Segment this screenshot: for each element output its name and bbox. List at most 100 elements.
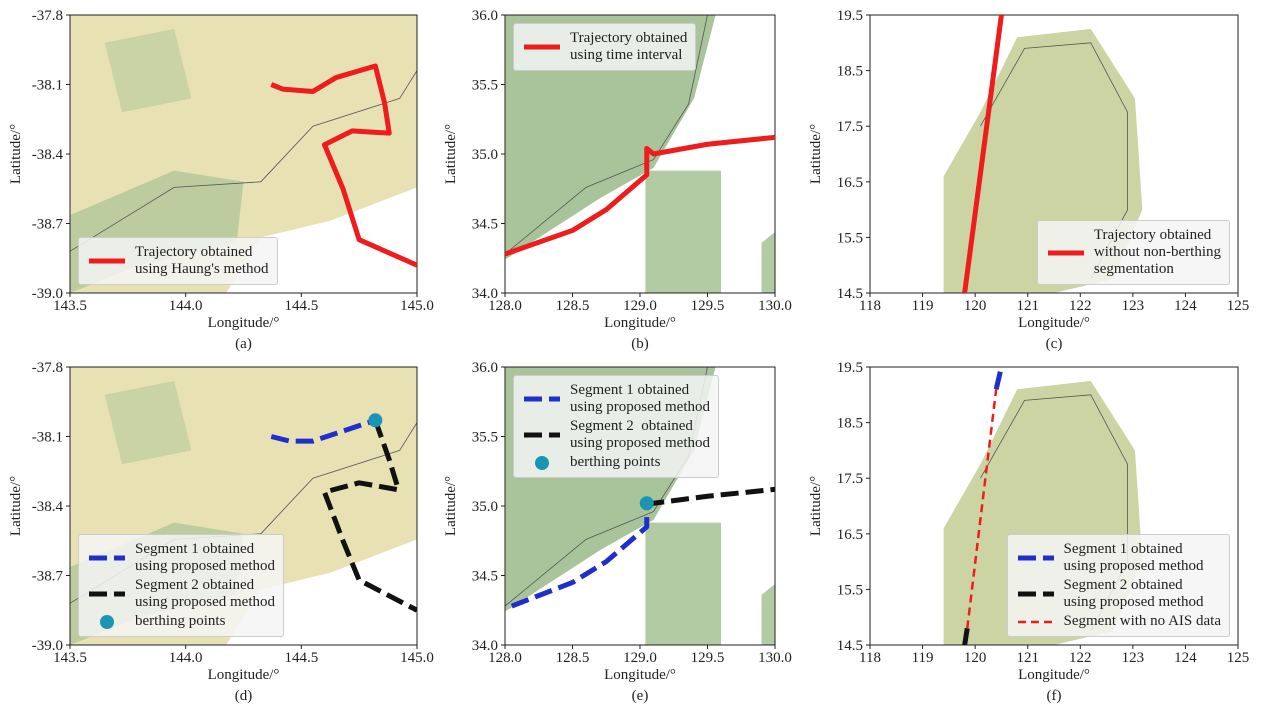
- y-tick-label: 17.5: [837, 119, 863, 135]
- y-axis-label: Latitude/°: [8, 124, 24, 184]
- y-tick-label: 34.0: [472, 286, 498, 302]
- legend-label: berthing points: [135, 613, 225, 630]
- x-tick-label: 129.0: [623, 650, 657, 666]
- legend-entry: Trajectory obtained using time interval: [522, 30, 687, 64]
- y-tick-label: -37.8: [32, 360, 63, 376]
- caption: (d): [235, 688, 253, 704]
- x-tick-label: 145.0: [400, 298, 434, 314]
- y-axis-label: Latitude/°: [8, 476, 24, 536]
- berthing-point: [368, 413, 382, 427]
- x-tick-label: 129.0: [623, 298, 657, 314]
- y-axis-label: Latitude/°: [443, 476, 459, 536]
- legend-entry: Segment 1 obtained using proposed method: [87, 541, 275, 575]
- caption: (e): [632, 688, 649, 704]
- x-tick-label: 125: [1227, 650, 1250, 666]
- y-axis-label: Latitude/°: [443, 124, 459, 184]
- y-tick-label: -38.1: [32, 78, 63, 94]
- y-tick-label: 14.5: [837, 286, 863, 302]
- legend-label: Segment 1 obtained using proposed method: [1064, 541, 1204, 575]
- y-tick-label: 19.5: [837, 8, 863, 24]
- land: [645, 171, 721, 293]
- y-tick-label: 19.5: [837, 360, 863, 376]
- y-tick-label: -38.4: [32, 147, 64, 163]
- x-tick-label: 144.0: [169, 650, 203, 666]
- y-tick-label: -39.0: [32, 286, 63, 302]
- legend-label: berthing points: [570, 454, 660, 471]
- y-tick-label: 35.5: [472, 430, 498, 446]
- y-tick-label: 34.5: [472, 217, 498, 233]
- legend-swatch: [1046, 246, 1086, 260]
- legend-swatch: [1016, 615, 1056, 629]
- y-tick-label: -39.0: [32, 638, 63, 654]
- legend: Segment 1 obtained using proposed method…: [513, 375, 719, 478]
- x-tick-label: 130.0: [758, 650, 792, 666]
- y-tick-label: 18.5: [837, 416, 863, 432]
- page: 143.5144.0144.5145.0-39.0-38.7-38.4-38.1…: [0, 0, 1266, 710]
- y-tick-label: 35.5: [472, 78, 498, 94]
- legend-label: Segment 2 obtained using proposed method: [135, 577, 275, 611]
- legend-label: Segment 2 obtained using proposed method: [570, 418, 710, 452]
- x-tick-label: 123: [1122, 298, 1145, 314]
- legend-entry: Segment 1 obtained using proposed method: [1016, 541, 1222, 575]
- y-tick-label: 16.5: [837, 175, 863, 191]
- legend-swatch: [522, 456, 562, 470]
- x-tick-label: 130.0: [758, 298, 792, 314]
- y-tick-label: 17.5: [837, 471, 863, 487]
- caption: (c): [1046, 336, 1063, 352]
- x-tick-label: 122: [1069, 650, 1092, 666]
- legend-label: Trajectory obtained using time interval: [570, 30, 687, 64]
- subplot: 11811912012112212312412514.515.516.517.5…: [808, 360, 1249, 704]
- legend-label: Segment 1 obtained using proposed method: [135, 541, 275, 575]
- x-tick-label: 124: [1174, 650, 1197, 666]
- legend: Trajectory obtained without non-berthing…: [1037, 220, 1230, 285]
- legend-swatch: [522, 392, 562, 406]
- x-axis-label: Longitude/°: [208, 667, 280, 683]
- y-axis-label: Latitude/°: [808, 124, 824, 184]
- trajectory: [965, 628, 968, 645]
- legend-swatch: [87, 615, 127, 629]
- x-tick-label: 129.5: [691, 298, 725, 314]
- legend-marker: [535, 456, 549, 470]
- x-tick-label: 122: [1069, 298, 1092, 314]
- legend-swatch: [1016, 587, 1056, 601]
- legend: Segment 1 obtained using proposed method…: [1007, 534, 1231, 637]
- y-axis-label: Latitude/°: [808, 476, 824, 536]
- y-tick-label: 36.0: [472, 360, 498, 376]
- x-tick-label: 121: [1016, 298, 1039, 314]
- y-tick-label: 34.5: [472, 569, 498, 585]
- land: [645, 523, 721, 645]
- y-tick-label: 16.5: [837, 527, 863, 543]
- legend-label: Segment 1 obtained using proposed method: [570, 382, 710, 416]
- y-tick-label: 18.5: [837, 64, 863, 80]
- y-tick-label: -38.7: [32, 569, 64, 585]
- x-axis-label: Longitude/°: [604, 667, 676, 683]
- legend-swatch: [87, 551, 127, 565]
- legend-label: Trajectory obtained using Haung's method: [135, 244, 269, 278]
- x-tick-label: 129.5: [691, 650, 725, 666]
- legend-entry: Trajectory obtained without non-berthing…: [1046, 227, 1221, 278]
- y-tick-label: -38.7: [32, 217, 64, 233]
- x-tick-label: 144.5: [284, 298, 318, 314]
- y-tick-label: 15.5: [837, 582, 863, 598]
- x-tick-label: 119: [912, 298, 934, 314]
- legend-swatch: [87, 587, 127, 601]
- x-tick-label: 145.0: [400, 650, 434, 666]
- y-tick-label: 34.0: [472, 638, 498, 654]
- y-tick-label: 14.5: [837, 638, 863, 654]
- legend: Trajectory obtained using time interval: [513, 23, 696, 71]
- y-tick-label: -38.1: [32, 430, 63, 446]
- legend-label: Segment with no AIS data: [1064, 613, 1222, 630]
- x-axis-label: Longitude/°: [604, 315, 676, 331]
- x-tick-label: 121: [1016, 650, 1039, 666]
- x-tick-label: 120: [964, 650, 987, 666]
- x-tick-label: 128.5: [556, 650, 590, 666]
- x-tick-label: 128.5: [556, 298, 590, 314]
- legend-entry: Segment 2 obtained using proposed method: [87, 577, 275, 611]
- legend-entry: Trajectory obtained using Haung's method: [87, 244, 269, 278]
- x-tick-label: 119: [912, 650, 934, 666]
- y-tick-label: 15.5: [837, 230, 863, 246]
- legend-label: Segment 2 obtained using proposed method: [1064, 577, 1204, 611]
- legend-entry: berthing points: [87, 613, 275, 630]
